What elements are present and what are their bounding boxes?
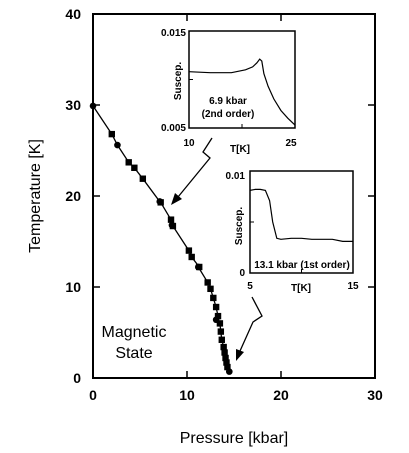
x-axis-title: Pressure [kbar] [180, 430, 288, 447]
y-tick-label: 40 [65, 6, 81, 22]
data-point-square [108, 130, 115, 138]
inset-1-ytick-top: 0.015 [161, 28, 186, 39]
inset-1-curve [188, 58, 296, 126]
region-label-line-1: Magnetic [102, 324, 167, 341]
inset-1-annotation-line-2: (2nd order) [202, 109, 255, 120]
y-axis-title: Temperature [K] [27, 139, 44, 253]
main-tick-labels: 0 10 20 30 0 10 20 30 40 [65, 6, 383, 403]
data-point-square [185, 247, 193, 254]
inset-2-pointer-arrow [236, 296, 263, 361]
inset-1-ticks [189, 79, 243, 128]
data-point-square [167, 216, 175, 223]
region-label-line-2: State [115, 345, 152, 362]
x-tick-label: 20 [273, 387, 289, 403]
data-point-square [220, 343, 227, 351]
data-point-square [139, 175, 147, 182]
inset-2-ytick-top: 0.01 [226, 171, 246, 182]
data-point-circle [114, 141, 121, 149]
x-tick-label: 0 [89, 387, 97, 403]
inset-2-annotation: 13.1 kbar (1st order) [254, 260, 350, 271]
data-point-square [207, 285, 214, 293]
data-point-square [212, 303, 220, 311]
data-point-circle [194, 263, 202, 271]
data-point-circle [212, 316, 220, 324]
inset-1-xtick-right: 25 [285, 138, 297, 149]
inset-2-xlabel: T[K] [291, 283, 311, 294]
data-point-square [224, 363, 231, 371]
phase-boundary-markers [89, 102, 233, 375]
data-point-square [221, 349, 228, 356]
y-tick-label: 30 [65, 97, 81, 113]
data-point-square [125, 159, 132, 166]
data-point-circle [89, 102, 97, 110]
inset-2-curve [249, 188, 353, 242]
inset-1-xtick-left: 10 [183, 138, 195, 149]
data-point-square [216, 320, 224, 327]
x-tick-label: 10 [179, 387, 195, 403]
data-point-square [214, 312, 222, 320]
inset-2-ylabel: Suscep. [234, 207, 245, 246]
data-point-square [217, 328, 225, 335]
inset-2-xtick-left: 5 [247, 281, 253, 292]
data-point-square [223, 359, 230, 366]
inset-2-ytick-bottom: 0 [239, 268, 245, 279]
inset-2-xtick-right: 15 [347, 281, 359, 292]
data-point-circle [168, 221, 176, 229]
inset-2-frame [249, 170, 354, 274]
data-point-square [222, 354, 229, 362]
inset-1-pointer-arrow [171, 137, 213, 205]
inset-1-ylabel: Suscep. [173, 62, 184, 101]
y-tick-label: 20 [65, 188, 81, 204]
data-point-square [218, 336, 225, 343]
y-tick-label: 10 [65, 279, 81, 295]
data-point-circle [226, 368, 233, 375]
x-tick-label: 30 [367, 387, 383, 403]
y-tick-label: 0 [73, 370, 81, 386]
inset-1-ytick-bottom: 0.005 [161, 123, 186, 134]
main-ticks [92, 13, 376, 379]
data-point-circle [156, 198, 164, 205]
data-point-square [210, 294, 217, 302]
data-point-square [131, 164, 138, 171]
data-point-square [188, 253, 195, 261]
inset-1-annotation-line-1: 6.9 kbar [209, 96, 247, 107]
data-point-square [204, 279, 211, 286]
inset-2-ticks [250, 221, 302, 273]
inset-1-xlabel: T[K] [230, 144, 250, 155]
